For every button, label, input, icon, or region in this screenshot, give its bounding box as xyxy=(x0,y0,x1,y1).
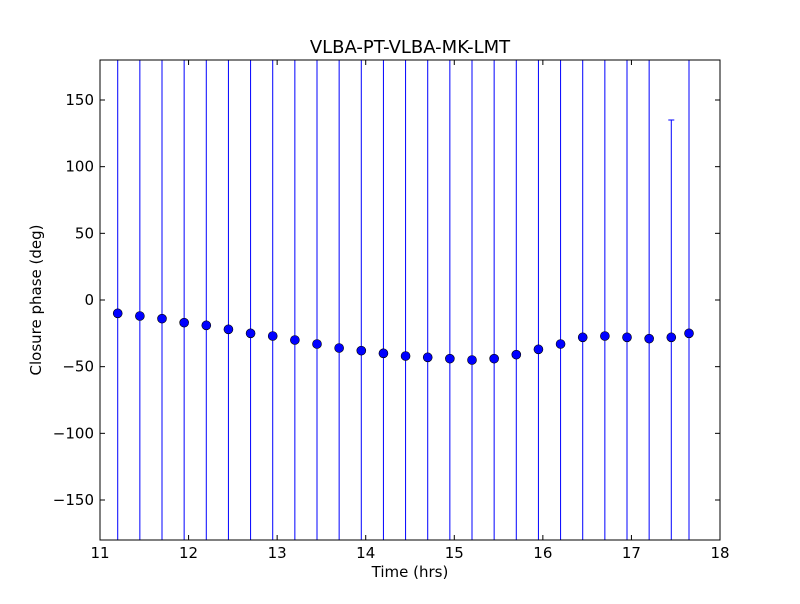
data-point xyxy=(511,349,522,360)
data-point xyxy=(467,355,477,365)
data-point xyxy=(334,343,344,353)
x-axis-label: Time (hrs) xyxy=(371,563,449,581)
x-tick-label: 13 xyxy=(268,544,287,562)
data-point xyxy=(267,331,278,341)
data-point xyxy=(356,345,367,356)
plot-clip-group xyxy=(112,60,694,540)
axes: 11 12 13 14 15 16 17 18 −150 −100 −50 0 50 100 150 xyxy=(53,59,730,562)
data-point xyxy=(489,353,499,364)
x-tick-label: 14 xyxy=(356,544,375,562)
data-point xyxy=(290,335,300,345)
data-point xyxy=(245,328,256,339)
data-point xyxy=(378,348,389,359)
data-point xyxy=(135,311,145,321)
data-point xyxy=(223,324,234,335)
y-tick-label: 150 xyxy=(65,91,94,109)
data-point xyxy=(179,317,189,328)
x-tick-label: 15 xyxy=(445,544,464,562)
x-tick-label: 12 xyxy=(179,544,198,562)
plot-area xyxy=(112,60,694,540)
data-point xyxy=(312,339,322,349)
y-tick-label: −150 xyxy=(53,491,94,509)
data-point xyxy=(533,344,544,355)
data-point xyxy=(684,328,694,339)
y-tick-label: 100 xyxy=(65,158,94,176)
x-tick-label: 11 xyxy=(90,544,109,562)
data-point xyxy=(622,332,632,343)
y-tick-label: −50 xyxy=(62,358,94,376)
y-axis-label: Closure phase (deg) xyxy=(27,225,45,376)
data-point xyxy=(422,352,433,363)
data-point xyxy=(112,308,123,319)
data-point xyxy=(555,339,566,349)
chart-title: VLBA-PT-VLBA-MK-LMT xyxy=(310,37,511,58)
y-tick-label: −100 xyxy=(53,424,94,442)
data-point xyxy=(201,320,212,331)
x-tick-label: 18 xyxy=(710,544,729,562)
y-tick-label: 0 xyxy=(84,291,94,309)
data-point xyxy=(400,351,411,361)
data-point xyxy=(666,332,677,343)
data-point xyxy=(157,313,167,324)
data-point xyxy=(577,332,588,343)
x-tick-label: 17 xyxy=(622,544,641,562)
data-point xyxy=(445,353,455,364)
y-tick-label: 50 xyxy=(75,224,94,242)
data-point xyxy=(644,333,654,344)
x-tick-label: 16 xyxy=(533,544,552,562)
data-point xyxy=(600,331,610,341)
